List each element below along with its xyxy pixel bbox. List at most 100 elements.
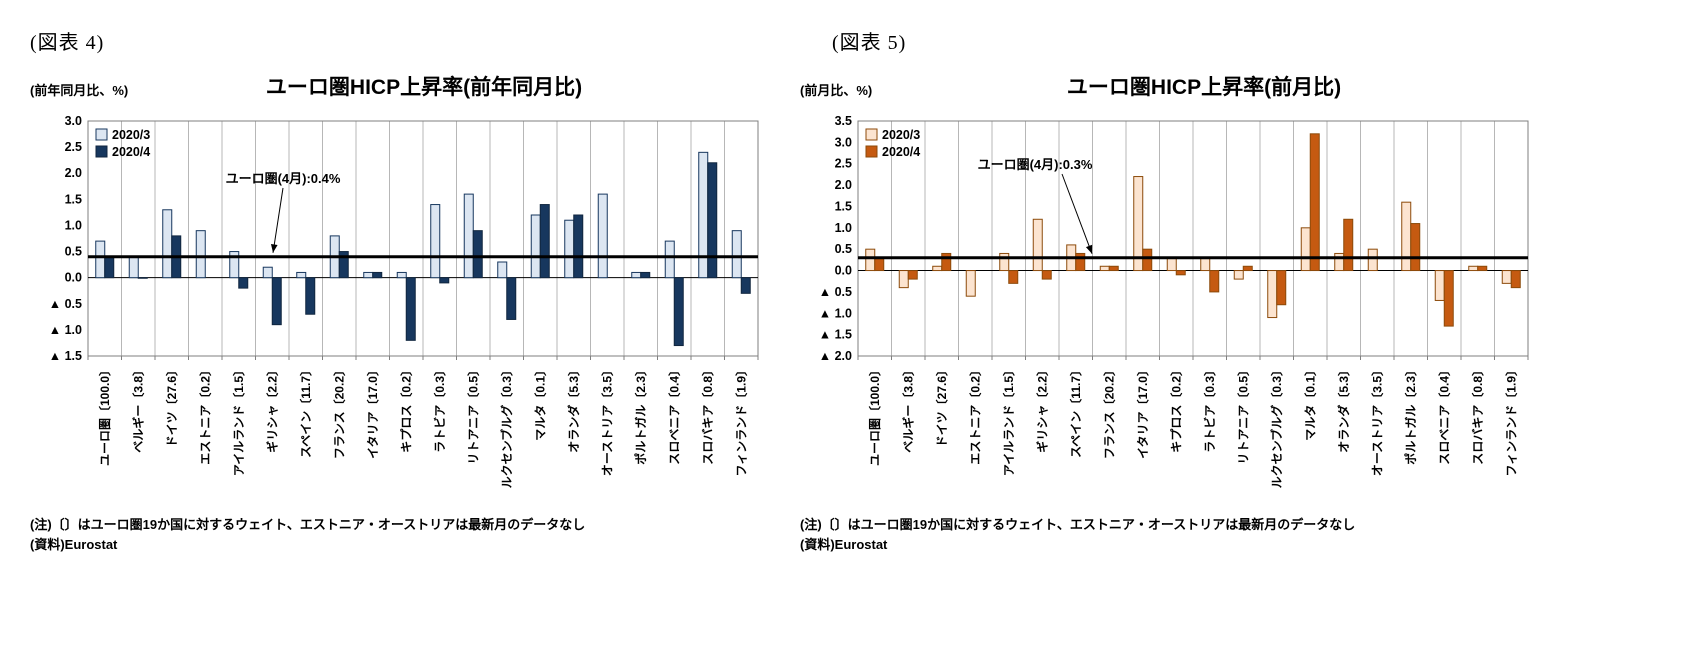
bar-2020/3 — [1200, 257, 1211, 272]
bar-2020/3 — [1501, 270, 1512, 284]
bar-2020/3 — [363, 271, 374, 279]
category-label: フィンランド〔1.9〕 — [733, 364, 748, 476]
annotation-label: ユーロ圏(4月):0.4% — [226, 171, 341, 186]
y-tick-label: 3.0 — [835, 135, 852, 149]
y-axis-unit-label: (前年同月比、%) — [30, 83, 129, 98]
category-label: ギリシャ〔2.2〕 — [264, 364, 279, 453]
bar-2020/3 — [597, 193, 608, 279]
bar-2020/4 — [372, 271, 383, 279]
bar-2020/3 — [95, 240, 106, 279]
bar-2020/4 — [1108, 265, 1119, 272]
bar-2020/4 — [506, 277, 517, 320]
category-label: リトアニア〔0.5〕 — [1235, 364, 1250, 464]
bar-2020/3 — [1401, 201, 1412, 272]
annotation: ユーロ圏(4月):0.3% — [978, 157, 1093, 254]
bar-2020/4 — [1175, 270, 1186, 276]
bar-2020/3 — [530, 214, 541, 279]
legend: 2020/3 2020/4 — [865, 128, 920, 159]
category-label: ルクセンブルグ〔0.3〕 — [1269, 364, 1284, 488]
category-label: スロベニア〔0.4〕 — [666, 364, 681, 465]
y-tick-label: 0.0 — [835, 264, 852, 278]
bar-2020/3 — [296, 271, 307, 279]
bar-2020/3 — [865, 248, 876, 272]
figure-label: (図表 4) — [30, 32, 105, 54]
y-tick-label: ▲ 0.5 — [49, 297, 82, 311]
annotation-arrow-line — [1061, 173, 1093, 254]
bar-2020/3 — [497, 261, 508, 279]
y-tick-label: 0.5 — [65, 245, 82, 259]
gridlines — [121, 121, 725, 356]
bar-2020/3 — [430, 204, 441, 279]
category-label: リトアニア〔0.5〕 — [465, 364, 480, 464]
legend-label: 2020/3 — [882, 128, 920, 142]
legend-swatch-2020/4 — [95, 145, 108, 158]
bar-2020/3 — [1133, 176, 1144, 272]
y-tick-label: 0.5 — [835, 242, 852, 256]
chart-header: (前年同月比、%) ユーロ圏HICP上昇率(前年同月比) — [30, 59, 770, 101]
bar-2020/4 — [539, 204, 550, 279]
category-label: オランダ〔5.3〕 — [566, 364, 581, 453]
bar-2020/4 — [1209, 270, 1220, 293]
bar-2020/3 — [898, 270, 909, 289]
category-label: フランス〔20.2〕 — [1101, 364, 1116, 459]
category-label: ギリシャ〔2.2〕 — [1034, 364, 1049, 453]
bar-2020/4 — [573, 214, 584, 279]
y-tick-label: 2.0 — [835, 178, 852, 192]
x-axis-ticks — [87, 356, 759, 360]
bar-2020/4 — [1276, 270, 1287, 306]
bar-2020/3 — [1367, 248, 1378, 272]
category-label: スペイン〔11.7〕 — [298, 364, 313, 458]
bar-2020/4 — [305, 277, 316, 315]
figure-4-yoy-chart-block: (図表 4) (前年同月比、%) ユーロ圏HICP上昇率(前年同月比) 3.0 2… — [30, 26, 770, 554]
y-tick-label: 1.5 — [65, 192, 82, 206]
bar-2020/3 — [195, 230, 206, 279]
category-label: キプロス〔0.2〕 — [398, 364, 413, 453]
chart-title: ユーロ圏HICP上昇率(前月比) — [1066, 76, 1342, 99]
category-label: キプロス〔0.2〕 — [1168, 364, 1183, 453]
bar-2020/3 — [1334, 252, 1345, 272]
y-tick-label: 0.0 — [65, 271, 82, 285]
category-label: スロベニア〔0.4〕 — [1436, 364, 1451, 465]
bar-2020/4 — [1242, 265, 1253, 272]
bar-2020/4 — [405, 277, 416, 341]
bar-2020/3 — [631, 271, 642, 279]
bar-2020/4 — [1410, 223, 1421, 272]
legend-label: 2020/4 — [112, 145, 150, 159]
bar-2020/4 — [707, 162, 718, 279]
bar-2020/4 — [1075, 252, 1086, 272]
legend-swatch-2020/3 — [95, 128, 108, 141]
category-label: ベルギー〔3.8〕 — [900, 364, 915, 453]
bar-2020/3 — [229, 251, 240, 279]
bar-2020/4 — [941, 252, 952, 272]
note-source: (資料)Eurostat — [800, 536, 888, 552]
category-labels: ユーロ圏〔100.0〕 ベルギー〔3.8〕 ドイツ〔27.6〕 エストニア〔0.2〕 ア… — [867, 364, 1519, 488]
category-label: ルクセンブルグ〔0.3〕 — [499, 364, 514, 488]
category-label: ポルトガル〔2.3〕 — [1403, 364, 1418, 465]
mom-bar-chart: 3.5 3.0 2.5 2.0 1.5 1.0 0.5 0.0 ▲ 0.5 ▲ 1.0 ▲ 1.5 ▲… — [819, 114, 1529, 488]
category-label: アイルランド〔1.5〕 — [231, 364, 246, 476]
category-label: エストニア〔0.2〕 — [197, 364, 212, 465]
bar-2020/4 — [1309, 133, 1320, 272]
chart-header: (前月比、%) ユーロ圏HICP上昇率(前月比) — [800, 59, 1560, 101]
category-label: ドイツ〔27.6〕 — [934, 364, 949, 447]
y-tick-label: ▲ 1.0 — [819, 306, 852, 320]
category-label: ラトビア〔0.3〕 — [432, 364, 447, 453]
chart-notes: (注)〔〕はユーロ圏19か国に対するウェイト、エストニア・オーストリアは最新月の… — [30, 515, 770, 554]
category-label: ドイツ〔27.6〕 — [164, 364, 179, 447]
legend-label: 2020/3 — [112, 128, 150, 142]
chart-notes: (注)〔〕はユーロ圏19か国に対するウェイト、エストニア・オーストリアは最新月の… — [800, 515, 1560, 554]
category-label: ユーロ圏〔100.0〕 — [97, 364, 112, 466]
category-label: フィンランド〔1.9〕 — [1503, 364, 1518, 476]
gridlines — [891, 121, 1495, 356]
category-label: オランダ〔5.3〕 — [1336, 364, 1351, 453]
annotation-arrow-line — [272, 187, 284, 253]
category-labels: ユーロ圏〔100.0〕 ベルギー〔3.8〕 ドイツ〔27.6〕 エストニア〔0.2〕 ア… — [97, 364, 749, 488]
bar-2020/4 — [137, 277, 148, 279]
bar-2020/4 — [104, 256, 115, 279]
annotation-arrowhead-icon — [1085, 244, 1093, 254]
legend: 2020/3 2020/4 — [95, 128, 150, 159]
y-tick-label: 1.0 — [65, 218, 82, 232]
y-tick-label: 1.5 — [835, 199, 852, 213]
y-axis-labels: 3.5 3.0 2.5 2.0 1.5 1.0 0.5 0.0 ▲ 0.5 ▲ 1.0 ▲ 1.5 ▲… — [819, 114, 852, 363]
bar-2020/4 — [1443, 270, 1454, 327]
